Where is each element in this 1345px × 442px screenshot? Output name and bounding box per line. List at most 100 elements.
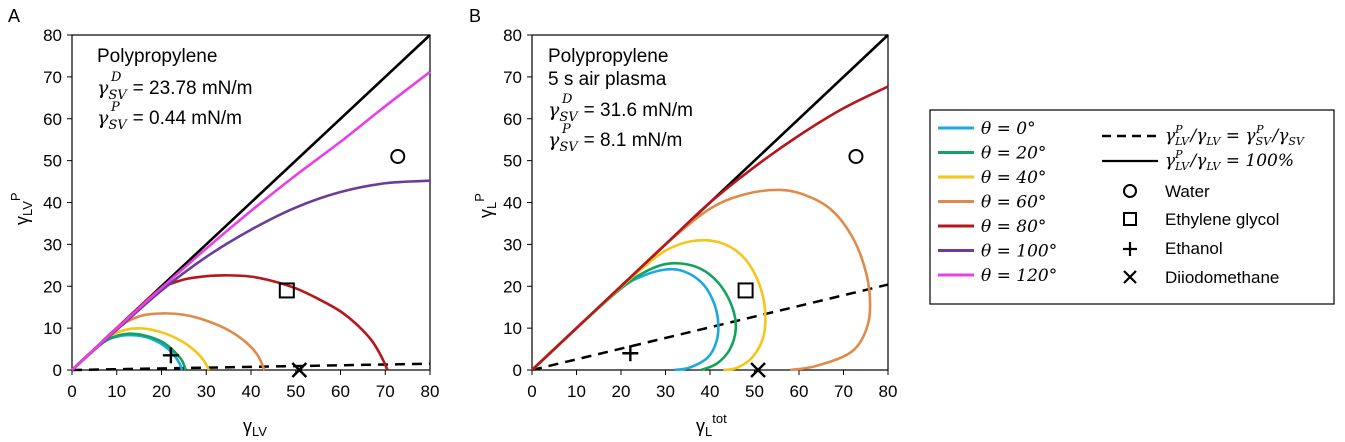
panel-a-x-tick-label: 40 [242,382,261,401]
panel-b-treatment: 5 s air plasma [548,69,667,90]
panel-b-y-tick-label: 60 [503,110,522,129]
panel-b-polar-value: = 8.1 mN/m [584,130,683,151]
panel-b-surface-ratio-line [531,283,889,372]
legend-theta-label-3: θ = 60° [981,193,1046,213]
panel-a-theta-curve-6 [71,70,431,371]
legend-theta-label-4: θ = 80° [981,217,1046,237]
legend-theta-label-6: θ = 120° [981,266,1057,286]
gamma-symbol: γ [548,129,560,151]
panel-b-water-marker [848,148,864,164]
panel-a-material: Polypropylene [97,46,217,67]
panel-a-diiodomethane-marker [291,362,308,378]
panel-a-liquid-markers [162,148,406,378]
panel-b-x-axis-label: γLtot [696,411,727,439]
panel-b-y-tick-label: 20 [503,277,522,296]
panel-a-y-tick-label: 60 [43,110,62,129]
legend-theta-items: θ = 0° θ = 20° θ = 40° θ = 60° θ = 80° θ = 10… [938,119,1057,286]
legend-frame [929,109,1335,305]
panel-a-letter: A [8,6,20,26]
panel-a-y-tick-label: 40 [43,194,62,213]
panel-a-y-tick-label: 30 [43,235,62,254]
panel-b-y-tick-label: 80 [503,26,522,45]
sup-p: P [561,122,571,137]
panel-a-x-tick-label: 60 [331,382,350,401]
panel-b-ticks: 0 10 20 30 40 50 60 70 80 0 10 20 30 40 50 60 70 80 [503,26,897,401]
panel-b-y-axis-label: γLP [472,193,499,218]
panel-a-polar-value: = 0.44 mN/m [133,108,242,129]
legend-theta-label-5: θ = 100° [981,242,1057,262]
legend-water-label: Water [1165,182,1210,201]
legend-ethanol-marker [1123,242,1137,256]
sub-sv: SV [559,110,579,125]
panel-b-y-tick-label: 40 [503,194,522,213]
panel-b-x-tick-label: 0 [527,382,536,401]
panel-a-y-tick-label: 20 [43,277,62,296]
panel-b-x-tick-label: 30 [656,382,675,401]
panel-b-x-tick-label: 50 [745,382,764,401]
legend-diiodomethane-label: Diiodomethane [1165,268,1279,287]
panel-b-liquid-markers [622,148,864,378]
panel-a-chart: 0 10 20 30 40 50 60 70 80 0 10 20 30 40 50 60 70 80 Polyp… [8,26,439,439]
panel-b-x-tick-label: 40 [701,382,720,401]
panel-a-theta-curves [71,70,431,371]
panel-a-water-marker [390,148,406,164]
panel-a-dispersive: γSV = 23.78 mN/m [97,77,253,103]
panel-a-y-tick-label: 0 [53,361,62,380]
sub-sv: SV [108,118,128,133]
panel-a-theta-curve-0 [71,333,184,371]
panel-b-y-tick-label: 30 [503,235,522,254]
panel-a-x-tick-label: 10 [107,382,126,401]
panel-a-surface-ratio-line [71,362,431,372]
legend-ethanol-label: Ethanol [1165,239,1223,258]
panel-b-x-tick-label: 10 [567,382,586,401]
panel-b-x-tick-label: 60 [790,382,809,401]
panel-a-ethylene-glycol-marker [278,282,295,299]
sub-sv: SV [559,140,579,155]
panel-b-x-tick-label: 70 [834,382,853,401]
panel-b-dispersive-value: = 31.6 mN/m [584,100,693,121]
panel-a-dispersive-value: = 23.78 mN/m [133,78,253,99]
legend-solid-line-label: γLVP/γLV = 100% [1165,148,1294,173]
legend: θ = 0° θ = 20° θ = 40° θ = 60° θ = 80° θ = 10… [929,109,1335,305]
panel-a-theta-curve-4 [71,274,389,371]
panel-b-y-tick-label: 70 [503,68,522,87]
panel-a-polar: γSV = 0.44 mN/m [97,107,242,133]
panel-b-dispersive: γSV = 31.6 mN/m [548,99,693,125]
panel-b-chart: 0 10 20 30 40 50 60 70 80 0 10 20 30 40 50 60 70 80 Polyp… [472,26,897,439]
panel-b-x-tick-label: 20 [612,382,631,401]
panel-a-theta-curve-1 [71,332,187,371]
panel-a-x-tick-label: 30 [197,382,216,401]
panel-b-y-tick-label: 50 [503,152,522,171]
panel-b-y-tick-label: 0 [513,361,522,380]
legend-ethylene-glycol-label: Ethylene glycol [1165,210,1279,229]
sup-p: P [110,100,120,115]
panel-a-x-tick-label: 70 [376,382,395,401]
panel-a-y-tick-label: 70 [43,68,62,87]
panel-a-y-tick-label: 80 [43,26,62,45]
panel-b-theta-curve-4 [531,85,889,371]
panel-a-x-axis-label: γLV [243,416,267,439]
legend-water-marker [1123,184,1137,198]
panel-b-y-tick-label: 10 [503,319,522,338]
legend-dashed-line-label: γLVP/γLV = γSVP/γSV [1165,123,1305,148]
panel-b-material: Polypropylene [548,46,668,67]
panel-a-y-tick-label: 10 [43,319,62,338]
sub-sv: SV [108,88,128,103]
legend-diiodomethane-marker [1123,270,1137,284]
legend-theta-label-1: θ = 20° [981,144,1046,164]
sup-d: D [561,92,573,107]
panel-b-ethanol-marker [622,345,639,362]
gamma-symbol: γ [97,107,109,129]
legend-theta-label-2: θ = 40° [981,168,1046,188]
panel-b-theta-curves [531,85,889,372]
gamma-symbol: γ [97,77,109,99]
panel-a-x-tick-label: 80 [421,382,440,401]
panel-a-x-tick-label: 50 [286,382,305,401]
panel-b-letter: B [469,6,481,26]
sup-d: D [110,70,122,85]
legend-ethylene-glycol-marker [1123,212,1137,226]
panel-b-ethylene-glycol-marker [737,282,754,299]
panel-b-diiodomethane-marker [750,362,766,378]
panel-a-x-tick-label: 0 [67,382,76,401]
